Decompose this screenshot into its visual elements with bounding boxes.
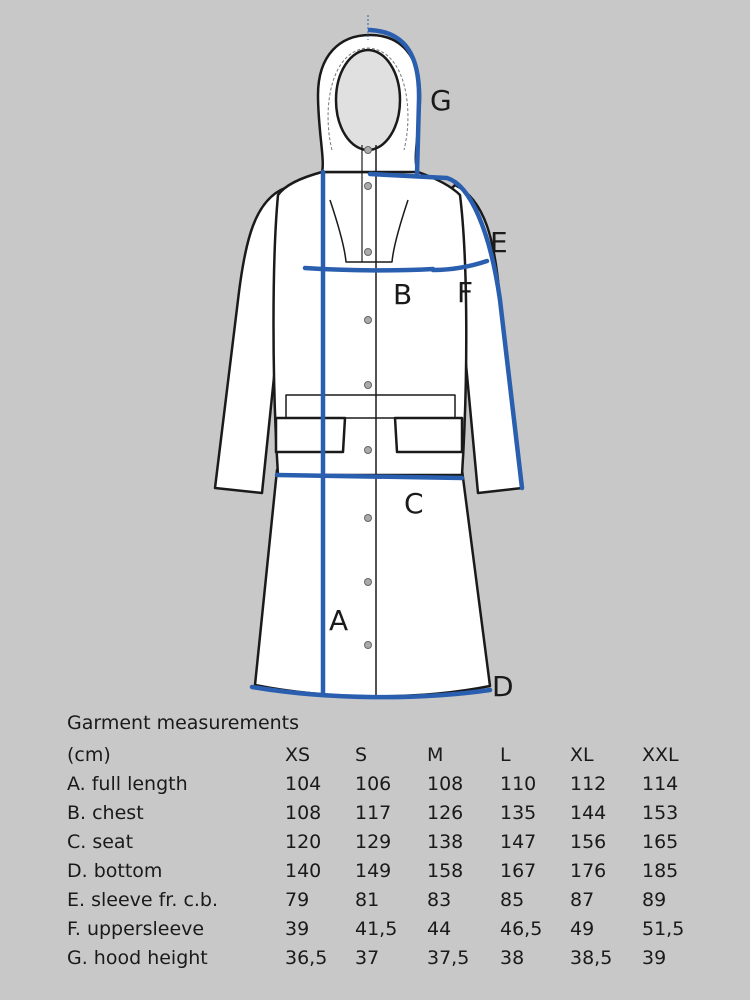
table-cell: 39	[642, 947, 667, 969]
table-cell: 108	[427, 773, 464, 795]
measure-line-e	[367, 171, 525, 491]
table-cell: 49	[570, 918, 595, 940]
row-label: F. uppersleeve	[67, 918, 205, 940]
table-cell: 112	[570, 773, 607, 795]
table-cell: 108	[285, 802, 322, 824]
table-cell: 110	[500, 773, 537, 795]
table-cell: 147	[500, 831, 537, 853]
label-g: G	[430, 84, 452, 117]
button	[364, 514, 372, 522]
table-cell: 37	[355, 947, 380, 969]
label-f: F	[457, 276, 473, 309]
label-a: A	[329, 604, 348, 637]
button	[364, 146, 372, 154]
hood-dashed-seam	[327, 47, 409, 151]
table-cell: 167	[500, 860, 537, 882]
button	[364, 578, 372, 586]
table-cell: 153	[642, 802, 679, 824]
table-cell: 117	[355, 802, 392, 824]
button	[364, 182, 372, 190]
table-cell: 138	[427, 831, 464, 853]
button	[364, 381, 372, 389]
buttons	[364, 146, 372, 649]
measure-lines	[249, 27, 525, 700]
button	[364, 248, 372, 256]
table-cell: 87	[570, 889, 595, 911]
table-cell: 89	[642, 889, 667, 911]
label-e: E	[490, 226, 508, 259]
table-cell: 126	[427, 802, 464, 824]
row-label: E. sleeve fr. c.b.	[67, 889, 219, 911]
table-cell: L	[500, 744, 511, 766]
table-cell: 176	[570, 860, 607, 882]
table-cell: 104	[285, 773, 322, 795]
table-title: Garment measurements	[67, 712, 300, 734]
table-cell: 39	[285, 918, 310, 940]
row-label: G. hood height	[67, 947, 208, 969]
measure-line-d	[249, 684, 493, 700]
table-cell: 46,5	[500, 918, 543, 940]
label-b: B	[393, 278, 412, 311]
table-cell: 114	[642, 773, 679, 795]
table-cell: 129	[355, 831, 392, 853]
table-cell: 135	[500, 802, 537, 824]
table-cell: XS	[285, 744, 311, 766]
table-cell: 149	[355, 860, 392, 882]
table-cell: 38,5	[570, 947, 613, 969]
table-cell: 38	[500, 947, 525, 969]
table-cell: S	[355, 744, 368, 766]
row-label: B. chest	[67, 802, 144, 824]
table-cell: 165	[642, 831, 679, 853]
coat-skirt	[253, 468, 492, 698]
row-label: A. full length	[67, 773, 188, 795]
coat-drawing	[213, 33, 524, 698]
table-cell: 79	[285, 889, 310, 911]
table-cell: 85	[500, 889, 525, 911]
measure-line-c	[274, 472, 465, 481]
table-cell: 158	[427, 860, 464, 882]
table-cell: 36,5	[285, 947, 328, 969]
table-cell: 185	[642, 860, 679, 882]
front-yoke	[329, 199, 409, 263]
table-cell: 81	[355, 889, 380, 911]
button	[364, 446, 372, 454]
label-d: D	[492, 670, 514, 703]
right-pocket-flap	[393, 416, 464, 454]
row-label: C. seat	[67, 831, 134, 853]
button	[364, 641, 372, 649]
measure-labels: G E B F C A D	[329, 84, 514, 703]
row-label: (cm)	[67, 744, 111, 766]
table-cell: XXL	[642, 744, 679, 766]
table-cell: 106	[355, 773, 392, 795]
table-cell: 156	[570, 831, 607, 853]
hood-opening	[334, 48, 402, 152]
coat-diagram: G E B F C A D	[213, 15, 525, 703]
table-cell: 120	[285, 831, 322, 853]
measure-line-b	[302, 265, 436, 273]
table-cell: XL	[570, 744, 594, 766]
measure-line-g	[367, 27, 422, 177]
table-cell: 37,5	[427, 947, 470, 969]
left-pocket-flap	[274, 416, 347, 454]
measure-line-f	[430, 258, 490, 273]
table-cell: 41,5	[355, 918, 398, 940]
row-label: D. bottom	[67, 860, 163, 882]
table-cell: M	[427, 744, 444, 766]
label-c: C	[404, 487, 424, 520]
table-cell: 44	[427, 918, 452, 940]
table-cell: 144	[570, 802, 607, 824]
button	[364, 316, 372, 324]
table-cell: 140	[285, 860, 322, 882]
waist-seam	[285, 394, 456, 419]
table-cell: 51,5	[642, 918, 685, 940]
table-cell: 83	[427, 889, 452, 911]
